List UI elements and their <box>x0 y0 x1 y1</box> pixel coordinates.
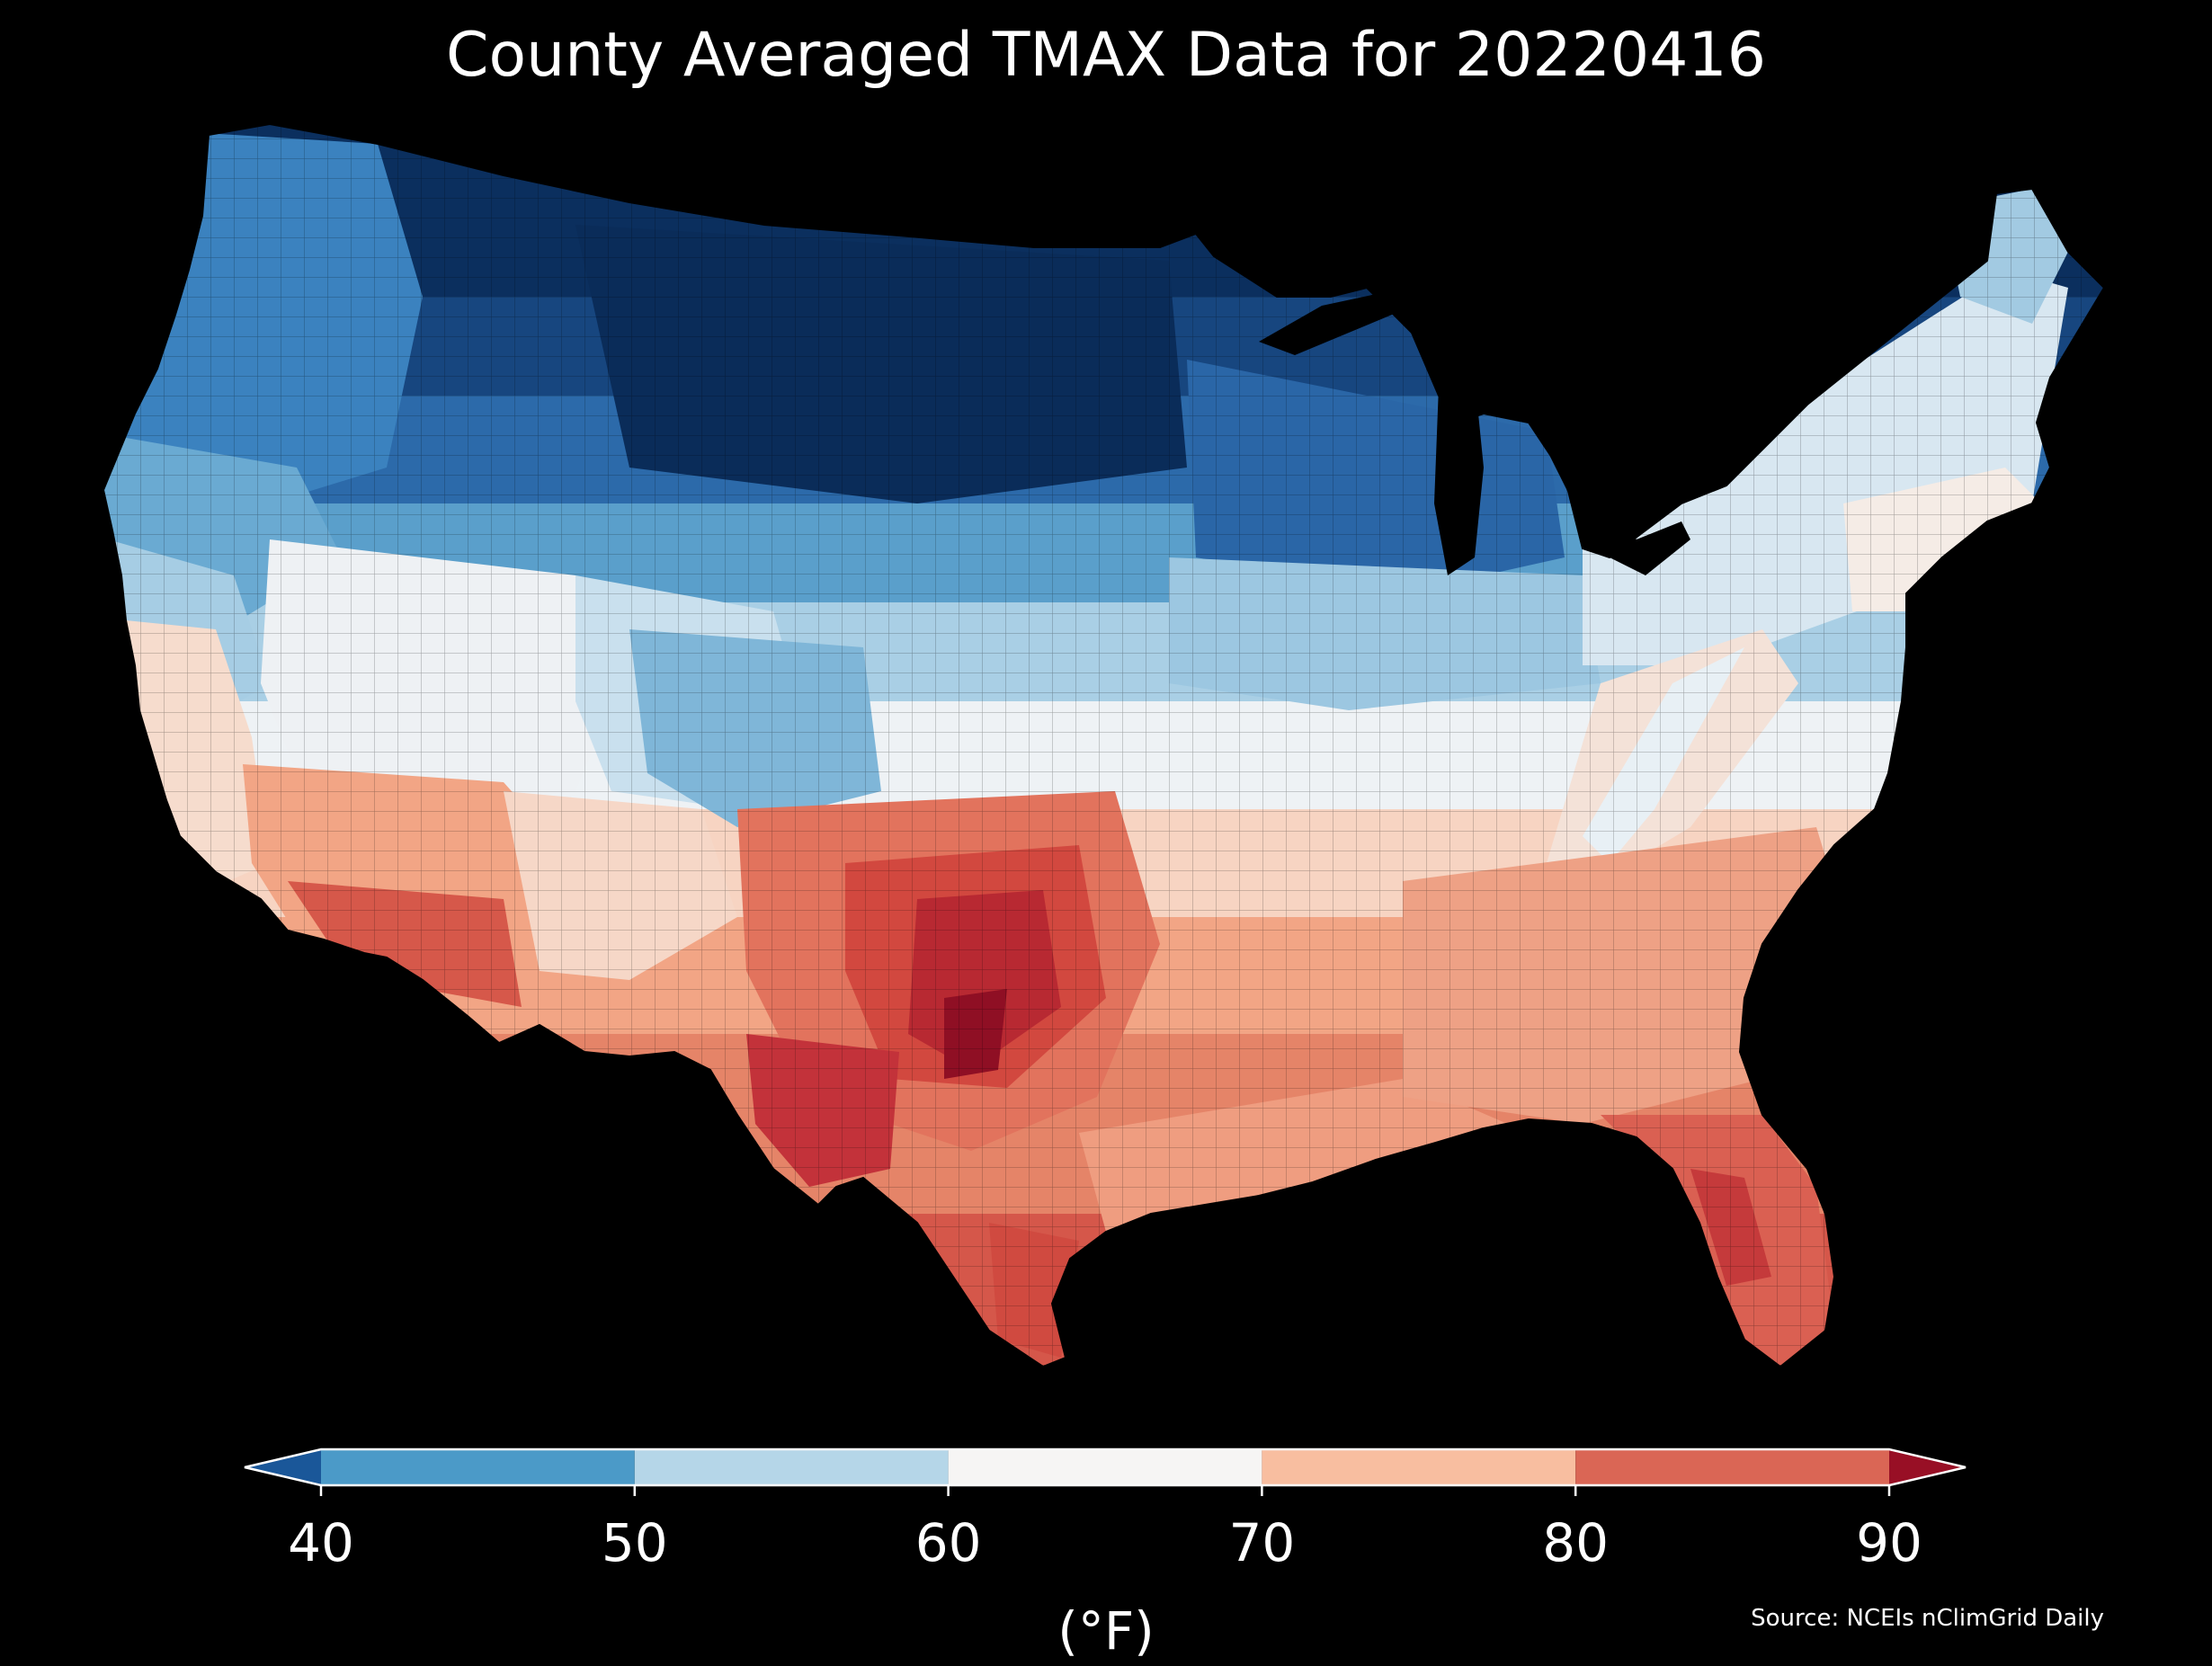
colorbar-unit-label: (°F) <box>1057 1600 1155 1662</box>
lake-michigan <box>1434 378 1484 575</box>
colorbar-extend-high <box>1889 1449 1966 1485</box>
colorbar-tick-label: 80 <box>1542 1512 1610 1573</box>
colorbar-segment <box>634 1449 949 1485</box>
colorbar-segment <box>1575 1449 1889 1485</box>
colorbar-tick-label: 70 <box>1228 1512 1296 1573</box>
us-outline <box>102 122 2106 1368</box>
colorbar-segment <box>948 1449 1262 1485</box>
lake-superior <box>1259 292 1403 355</box>
map-title: County Averaged TMAX Data for 20220416 <box>446 20 1766 91</box>
colorbar-tick-label: 60 <box>914 1512 982 1573</box>
lake-huron-erie <box>1547 450 1690 575</box>
colorbar-segment <box>1262 1449 1576 1485</box>
source-credit: Source: NCEIs nClimGrid Daily <box>1751 1605 2104 1632</box>
colorbar-segments <box>244 1448 1967 1496</box>
colorbar-extend-low <box>245 1449 321 1485</box>
colorbar-tick-label: 40 <box>288 1512 354 1573</box>
colorbar-tick-label: 90 <box>1856 1512 1922 1573</box>
colorbar-segment <box>321 1449 635 1485</box>
colorbar-tick-label: 50 <box>601 1512 668 1573</box>
